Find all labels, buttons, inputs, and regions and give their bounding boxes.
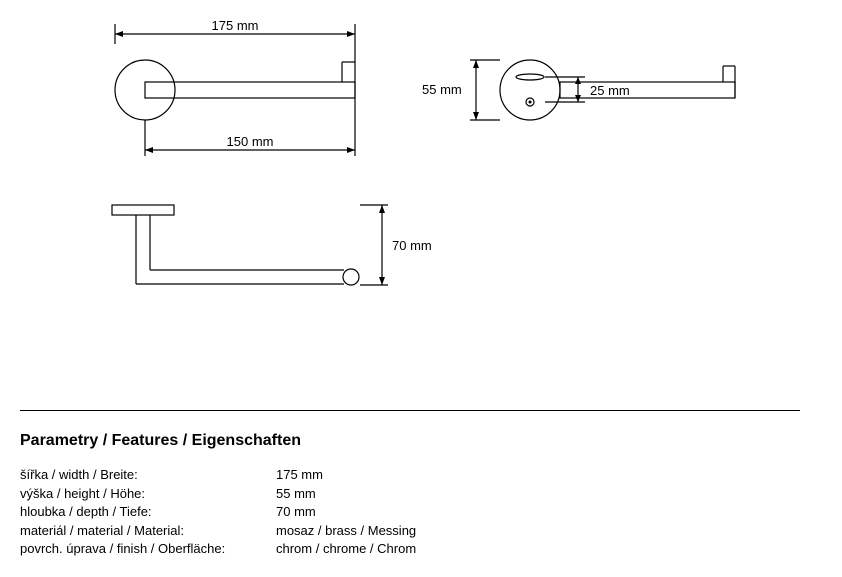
dim-25-label: 25 mm [590,83,630,98]
front-arm [145,82,355,98]
dim-70-label: 70 mm [392,238,432,253]
dim-175-arrow-r [347,31,355,37]
spec-row: povrch. úprava / finish / Oberfläche: ch… [20,540,800,559]
features-section: Parametry / Features / Eigenschaften šíř… [20,432,800,559]
dim-70-arrow-b [379,277,385,285]
spec-row: šířka / width / Breite: 175 mm [20,466,800,485]
dim-150-label: 150 mm [227,134,274,149]
page-container: 175 mm 150 mm [0,0,842,577]
section-divider [20,410,800,411]
spec-label: šířka / width / Breite: [20,466,276,485]
dim-25-arrow-t [575,77,581,84]
drawing-svg: 175 mm 150 mm [20,10,820,310]
spec-value: chrom / chrome / Chrom [276,540,416,559]
spec-label: materiál / material / Material: [20,522,276,541]
features-heading: Parametry / Features / Eigenschaften [20,432,800,450]
dim-70-arrow-t [379,205,385,213]
spec-value: 175 mm [276,466,323,485]
side-arm [560,82,735,98]
dim-150-arrow-l [145,147,153,153]
spec-value: 70 mm [276,503,316,522]
spec-value: mosaz / brass / Messing [276,522,416,541]
spec-row: materiál / material / Material: mosaz / … [20,522,800,541]
side-rosette [500,60,560,120]
dim-150-arrow-r [347,147,355,153]
side-screw-bot-inner [529,101,532,104]
spec-label: hloubka / depth / Tiefe: [20,503,276,522]
spec-row: výška / height / Höhe: 55 mm [20,485,800,504]
spec-value: 55 mm [276,485,316,504]
spec-label: povrch. úprava / finish / Oberfläche: [20,540,276,559]
dim-55-arrow-t [473,60,479,68]
spec-row: hloubka / depth / Tiefe: 70 mm [20,503,800,522]
top-plate [112,205,174,215]
dim-175-label: 175 mm [212,18,259,33]
dim-55-label: 55 mm [422,82,462,97]
dim-175-arrow-l [115,31,123,37]
technical-drawings: 175 mm 150 mm [20,10,820,310]
side-screw-top [516,74,544,80]
dim-55-arrow-b [473,112,479,120]
spec-label: výška / height / Höhe: [20,485,276,504]
top-end-circle [343,269,359,285]
